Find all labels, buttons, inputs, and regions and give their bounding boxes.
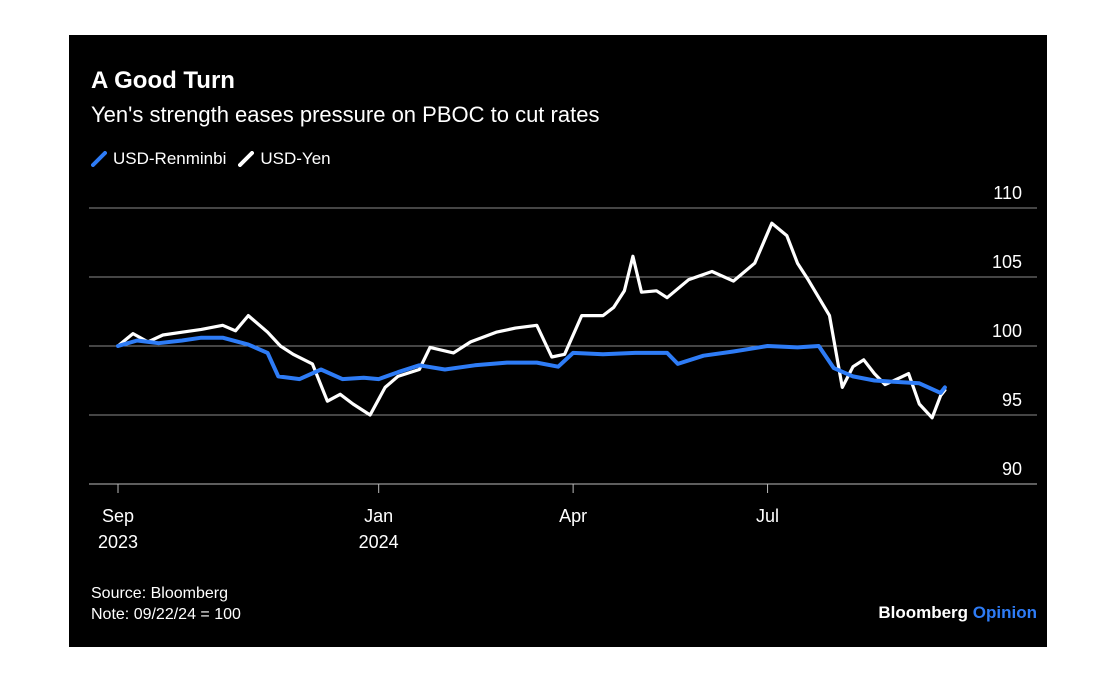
chart-subtitle: Yen's strength eases pressure on PBOC to… (91, 102, 600, 127)
chart-legend: USD-Renminbi USD-Yen (91, 149, 343, 169)
y-tick-label-110: 110 (993, 183, 1022, 203)
x-tick-label-2-0: Apr (559, 506, 587, 526)
y-tick-label-90: 90 (1002, 459, 1022, 479)
y-tick-label-105: 105 (992, 252, 1022, 272)
x-tick-label-3-0: Jul (756, 506, 779, 526)
line-chart: 90 95 100 105 110 Sep 2023 Jan 2024 Apr Jul (89, 183, 1037, 552)
legend-item-renminbi: USD-Renminbi (91, 149, 226, 169)
brand-suffix: Opinion (972, 603, 1037, 622)
legend-item-yen: USD-Yen (238, 149, 331, 169)
source-text: Source: Bloomberg (91, 585, 228, 602)
series-line-renminbi (116, 335, 947, 395)
x-tick-label-0-1: 2023 (98, 532, 138, 552)
chart-title: A Good Turn (91, 67, 235, 94)
legend-swatch-yen (238, 151, 255, 167)
legend-swatch-renminbi (91, 151, 107, 167)
x-tick-label-0-0: Sep (102, 506, 134, 526)
y-tick-label-95: 95 (1002, 390, 1022, 410)
legend-label-renminbi: USD-Renminbi (113, 149, 227, 168)
chart-footer: Source: Bloomberg Note: 09/22/24 = 100 (91, 583, 241, 625)
x-tick-label-1-0: Jan (364, 506, 393, 526)
chart-card: A Good Turn Yen's strength eases pressur… (69, 35, 1047, 647)
brand-name: Bloomberg (878, 603, 969, 622)
x-tick-label-1-1: 2024 (359, 532, 399, 552)
series-line-yen (116, 221, 947, 420)
y-tick-label-100: 100 (992, 321, 1022, 341)
bloomberg-opinion-logo: Bloomberg Opinion (878, 603, 1037, 623)
note-text: Note: 09/22/24 = 100 (91, 606, 241, 623)
legend-label-yen: USD-Yen (260, 149, 331, 168)
